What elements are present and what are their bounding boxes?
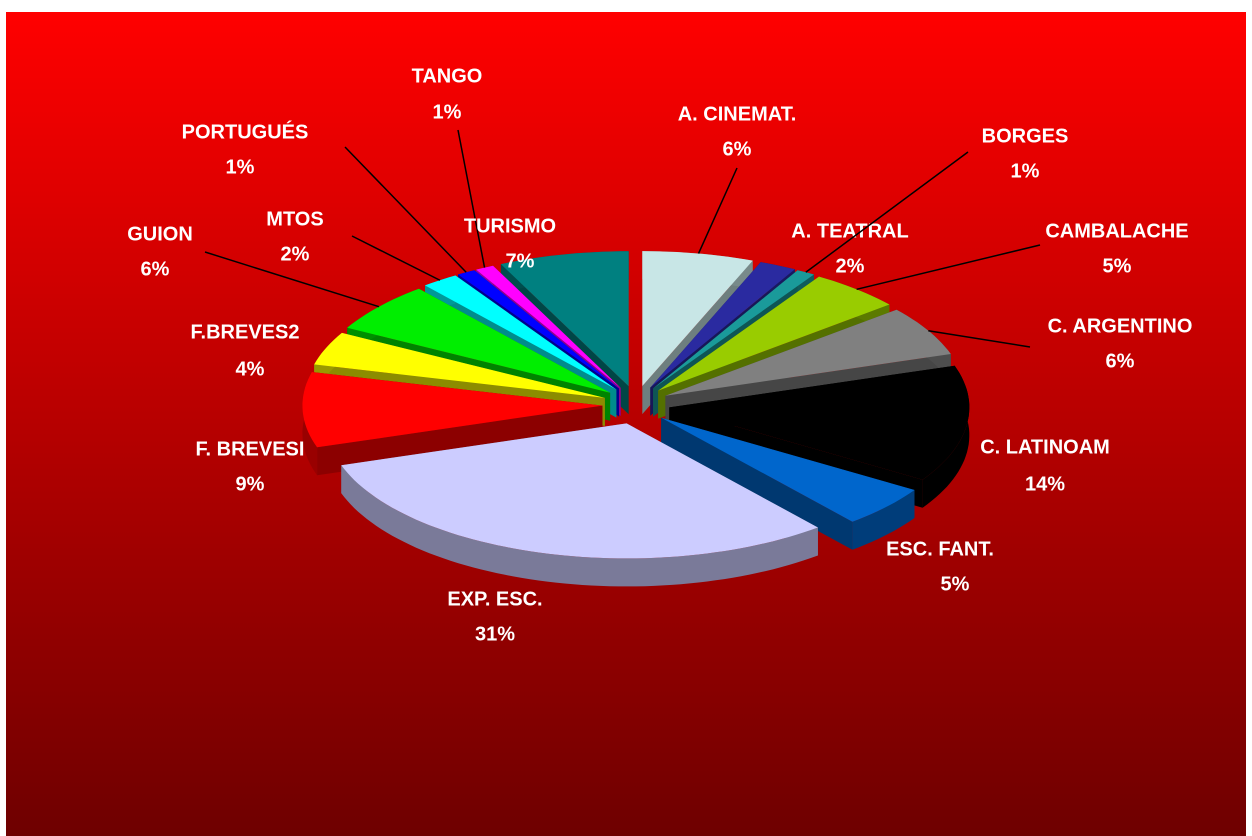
slice-value-label: 1% (226, 156, 255, 178)
slice (650, 262, 795, 388)
slice-value-label: 7% (506, 250, 535, 272)
slice (500, 251, 629, 387)
slice-label: CAMBALACHE (1045, 220, 1188, 242)
slice-value-label: 5% (941, 573, 970, 595)
slice-side (852, 490, 915, 550)
slice-label: TANGO (412, 65, 483, 87)
leader-line (351, 235, 441, 281)
slice-value-label: 14% (1025, 473, 1065, 495)
slice-value-label: 6% (141, 258, 170, 280)
slice-value-label: 5% (1103, 255, 1132, 277)
slice (314, 332, 605, 398)
slice (642, 251, 753, 387)
labels: A. CINEMAT. 6% A. TEATRAL 2% BORGES 1% CAMBALA… (127, 65, 1192, 645)
leader-line (697, 167, 738, 254)
slice-value-label: 2% (281, 243, 310, 265)
slice-label: EXP. ESC. (447, 588, 542, 610)
slice (302, 372, 603, 448)
leader-line (928, 329, 1031, 348)
slice-value-label: 4% (236, 358, 265, 380)
slice-side (922, 365, 970, 508)
slice-value-label: 6% (723, 138, 752, 160)
slice-value-label: 1% (1011, 160, 1040, 182)
slice-label: ESC. FANT. (886, 538, 994, 560)
slice-label: C. LATINOAM (980, 436, 1110, 458)
slice (658, 276, 890, 391)
slice (665, 309, 951, 396)
slice-label: C. ARGENTINO (1048, 315, 1193, 337)
slice-side (341, 465, 818, 587)
slice (661, 417, 915, 522)
leader-line (344, 146, 467, 273)
slice-value-label: 2% (836, 255, 865, 277)
slice-value-label: 6% (1106, 350, 1135, 372)
slice (341, 423, 818, 559)
slice-value-label: 31% (475, 623, 515, 645)
leader-line (457, 129, 486, 268)
slice-label: MTOS (266, 208, 323, 230)
slice-label: TURISMO (464, 215, 556, 237)
leader-line (204, 251, 380, 308)
slice (347, 288, 611, 393)
slice-label: A. TEATRAL (791, 220, 908, 242)
slice (653, 270, 814, 389)
slice (458, 270, 619, 389)
slice-label: GUION (127, 223, 193, 245)
slice (669, 365, 970, 480)
slice-wall (661, 417, 853, 550)
slice (476, 265, 621, 388)
pie (302, 251, 970, 587)
slice-value-label: 9% (236, 473, 265, 495)
slice-value-label: 1% (433, 101, 462, 123)
slice-label: F. BREVESI (196, 438, 305, 460)
slice-label: A. CINEMAT. (678, 103, 797, 125)
leader-line (805, 151, 969, 273)
leader-line (856, 244, 1041, 291)
slice-label: BORGES (982, 125, 1069, 147)
slice-label: PORTUGUÉS (182, 120, 309, 143)
slice-label: F.BREVES2 (191, 321, 300, 343)
slice (425, 275, 617, 390)
